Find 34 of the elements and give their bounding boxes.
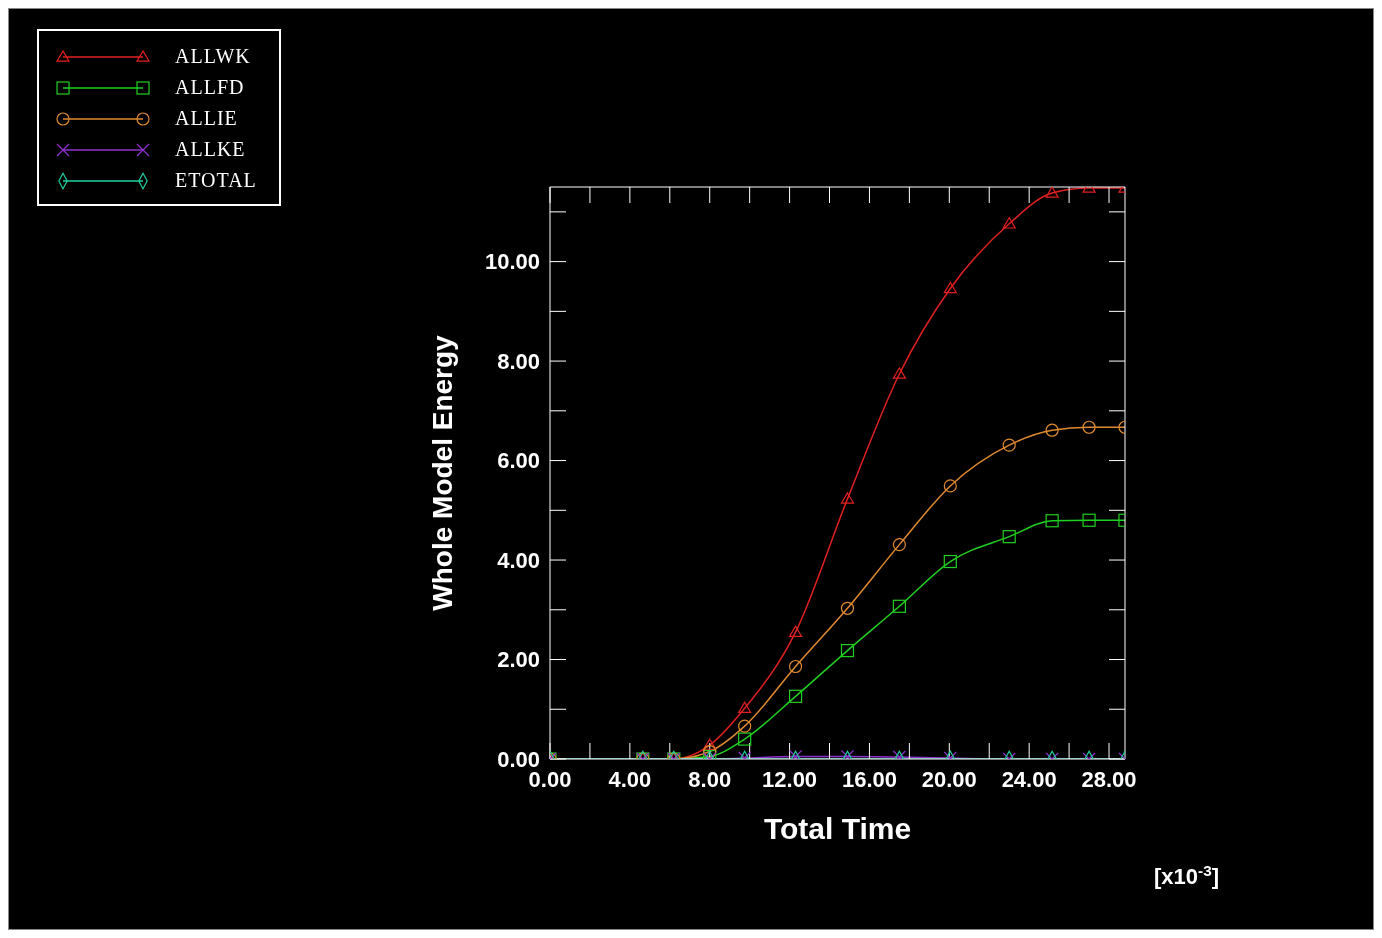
point (892, 538, 906, 552)
point (943, 479, 957, 493)
legend-label: ALLKE (175, 138, 246, 161)
legend-label: ALLIE (175, 107, 238, 130)
legend-label: ALLFD (175, 76, 245, 99)
x-tick-label: 4.00 (608, 766, 652, 792)
x-axis-title: Total Time (763, 812, 912, 845)
point (892, 367, 906, 379)
y-tick-label: 4.00 (497, 547, 540, 573)
y-axis-title: Whole Model Energy (426, 334, 458, 611)
y-tick-label: 2.00 (497, 647, 540, 673)
point (1045, 514, 1059, 528)
x-tick-label: 28.00 (1081, 766, 1137, 792)
x-tick-label: 12.00 (762, 766, 818, 792)
point (1045, 423, 1059, 437)
legend-label: ALLWK (175, 45, 251, 68)
x-tick-label: 16.00 (841, 766, 897, 792)
point (892, 599, 906, 613)
y-tick-label: 6.00 (497, 448, 540, 474)
y-tick-label: 8.00 (497, 348, 540, 374)
point (1002, 438, 1016, 452)
point (840, 601, 855, 615)
text: [x10$^{-3}$] (1154, 861, 1220, 889)
legend-label: ETOTAL (175, 169, 257, 192)
x-tick-label: 24.00 (1001, 766, 1057, 792)
x-tick-label: 20.00 (921, 766, 977, 792)
point (943, 554, 957, 569)
point (1002, 530, 1016, 544)
point (840, 492, 855, 504)
point (788, 625, 803, 637)
point (1082, 513, 1096, 527)
y-tick-label: 10.00 (484, 249, 540, 275)
point (1082, 420, 1096, 434)
x-tick-label: 8.00 (688, 766, 732, 792)
